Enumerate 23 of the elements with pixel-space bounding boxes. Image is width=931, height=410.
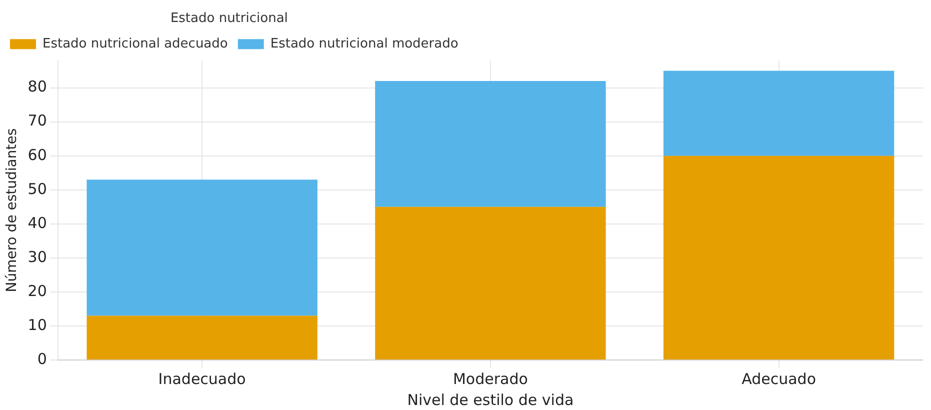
y-tick-label: 80 [28, 78, 47, 96]
bar [86, 180, 318, 316]
legend-label: Estado nutricional moderado [270, 36, 458, 52]
bar [375, 206, 606, 360]
y-tick-label: 20 [28, 282, 47, 300]
x-tick-label: Adecuado [742, 370, 816, 388]
legend-title: Estado nutricional [170, 10, 288, 26]
legend-label: Estado nutricional adecuado [42, 36, 228, 52]
y-axis-title: Número de estudiantes [4, 128, 20, 292]
x-axis-title: Nivel de estilo de vida [407, 390, 574, 409]
x-tick-label: Inadecuado [158, 370, 246, 388]
bar [86, 316, 318, 360]
bar [663, 156, 894, 360]
y-tick-label: 60 [28, 146, 47, 164]
y-tick-label: 10 [28, 316, 47, 334]
bar [375, 81, 606, 207]
y-tick-label: 30 [28, 248, 47, 266]
bar [663, 70, 894, 156]
y-tick-label: 40 [28, 214, 47, 232]
x-tick-label: Moderado [452, 370, 528, 388]
y-tick-label: 70 [28, 112, 47, 130]
y-tick-label: 50 [28, 180, 47, 198]
y-tick-label: 0 [37, 350, 47, 368]
